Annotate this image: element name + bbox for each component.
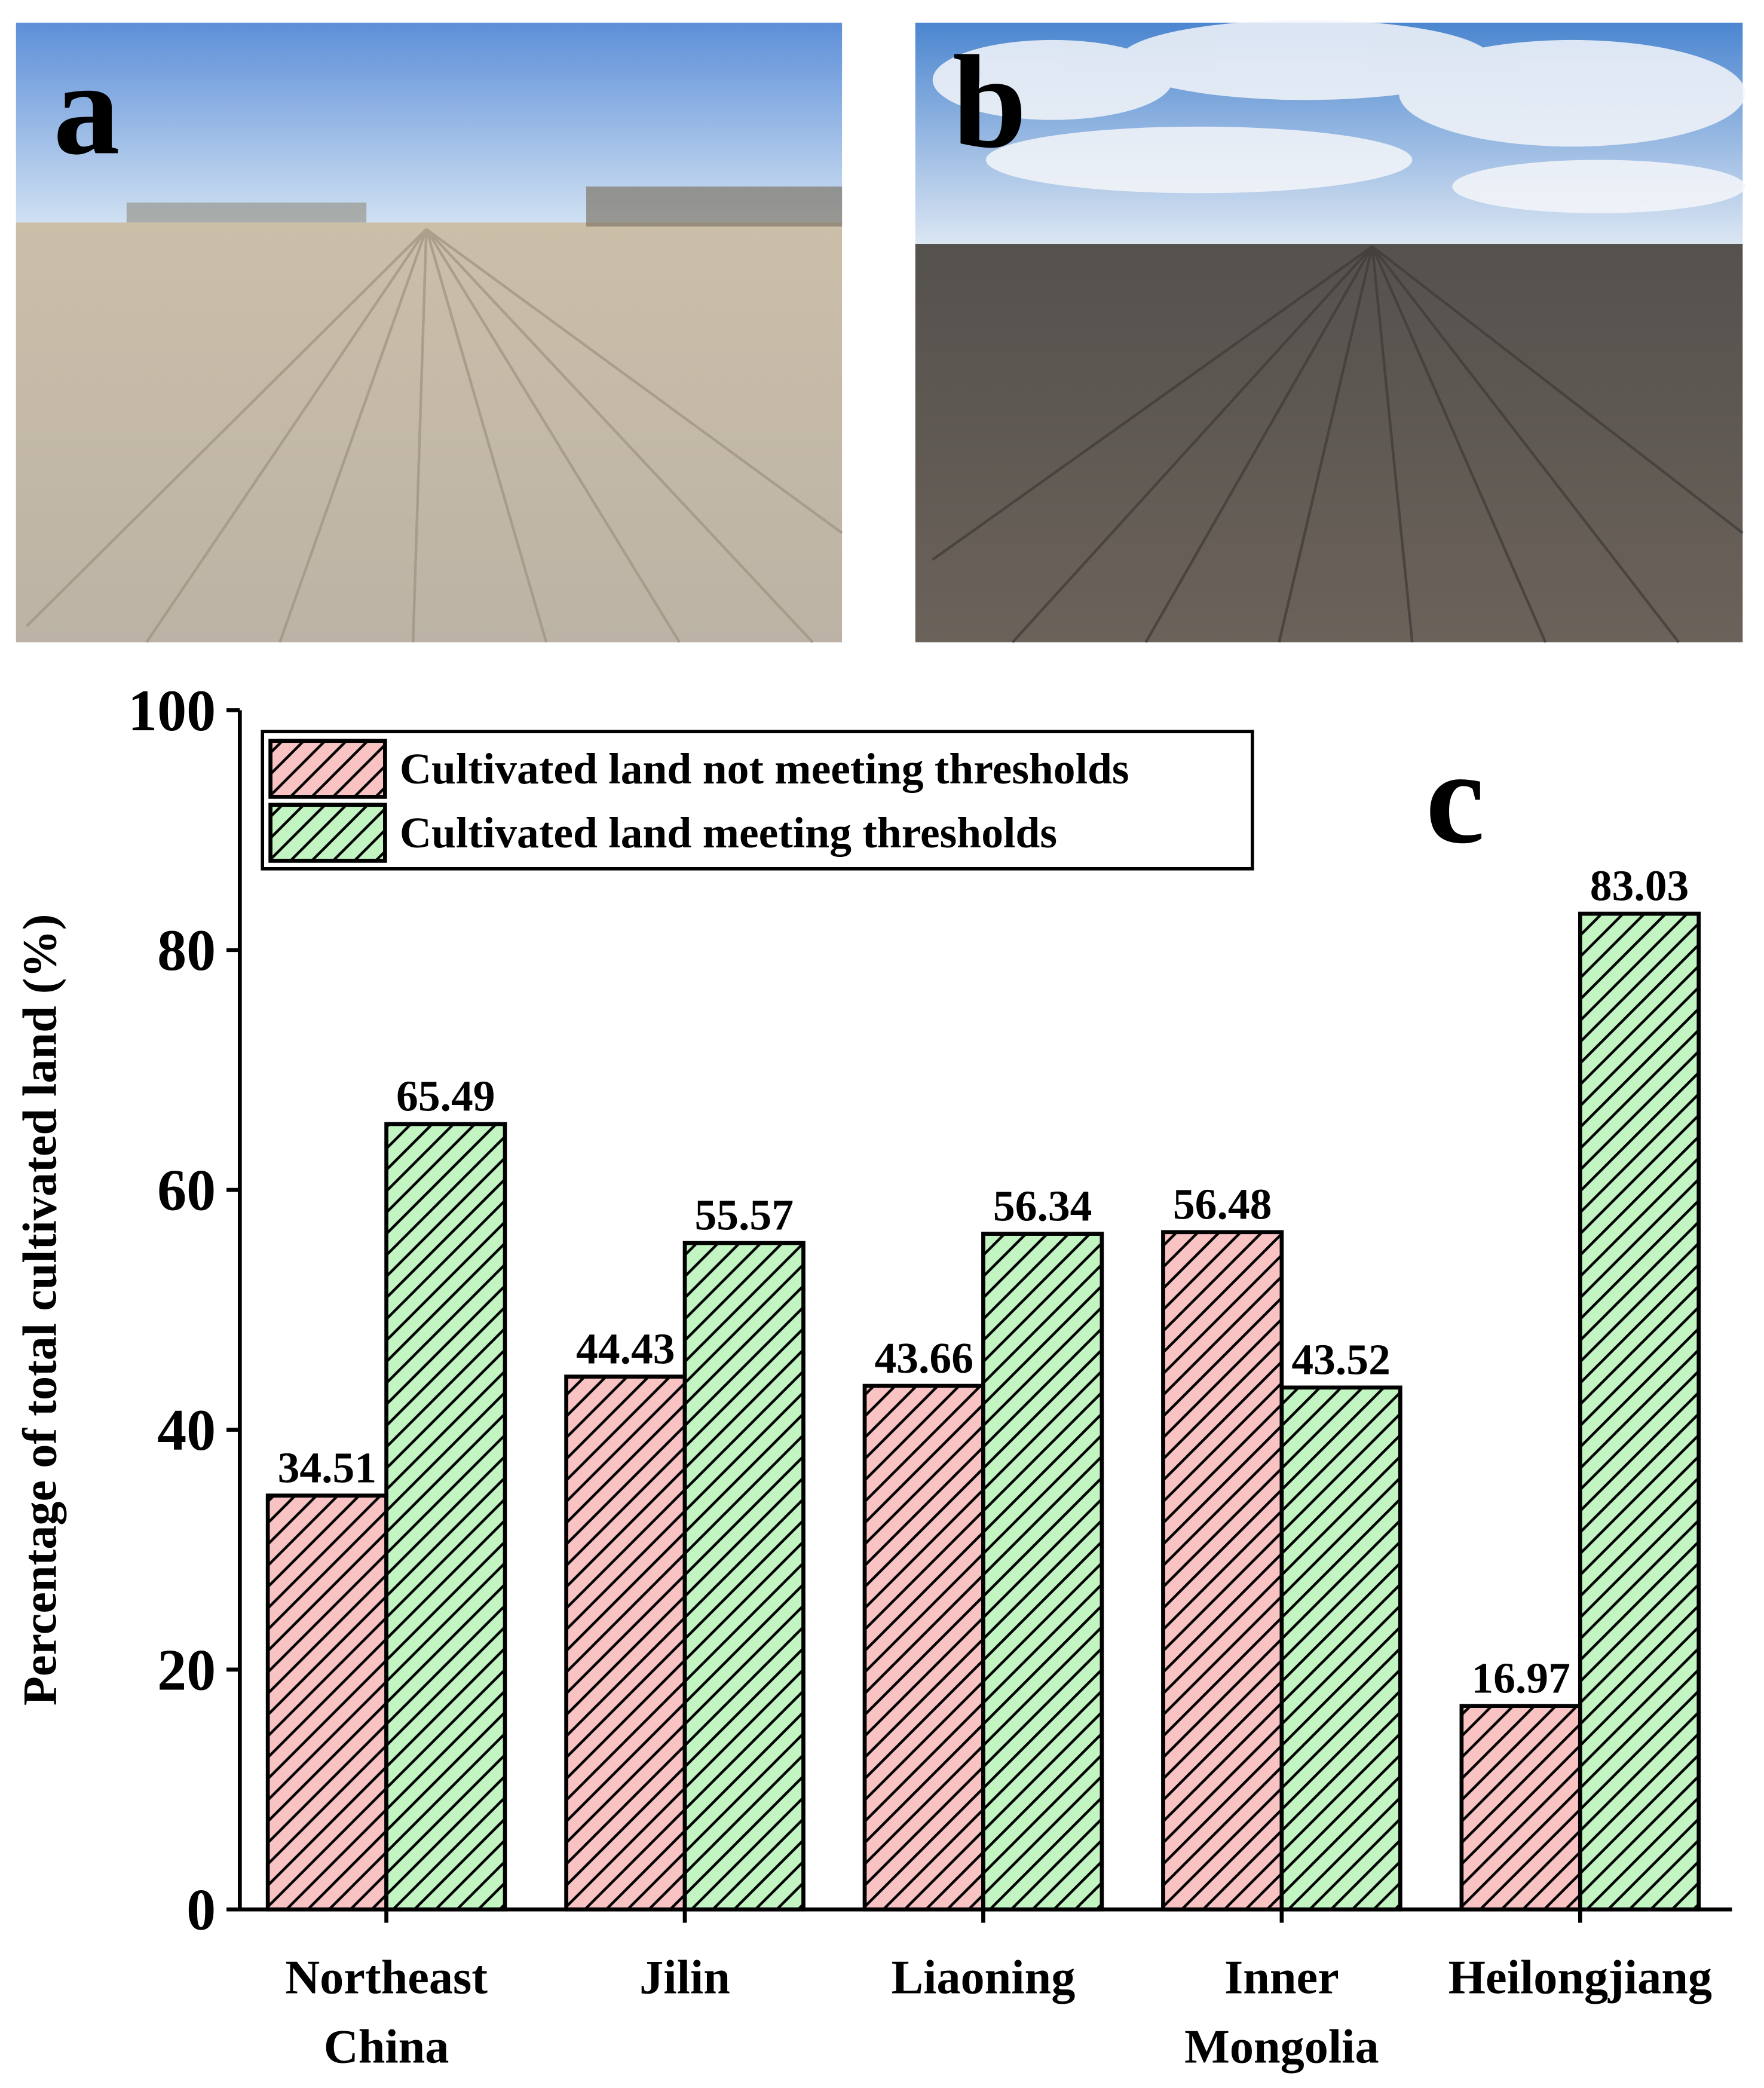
x-tick-label: Northeast China: [285, 1951, 488, 2074]
value-label: 43.66: [874, 1333, 973, 1382]
value-label: 16.97: [1471, 1653, 1570, 1702]
bar: [265, 1493, 388, 1912]
chart: c Percentage of total cultivated land (%…: [14, 679, 1732, 2074]
y-axis-label: Percentage of total cultivated land (%): [14, 914, 67, 1706]
bar: [1578, 911, 1701, 1912]
panel-label: c: [1426, 724, 1485, 871]
value-label: 83.03: [1590, 861, 1689, 910]
x-tick-label: Heilongjiang: [1448, 1951, 1712, 2004]
value-label: 65.49: [396, 1071, 495, 1120]
panel-label: b: [953, 28, 1027, 176]
y-tick-label: 40: [157, 1398, 216, 1463]
bar: [384, 1122, 507, 1912]
value-label: 44.43: [576, 1324, 675, 1373]
y-tick-label: 0: [186, 1878, 216, 1943]
y-tick-label: 80: [157, 919, 216, 983]
legend-label: Cultivated land meeting thresholds: [400, 808, 1057, 857]
legend-box: [261, 730, 1254, 871]
y-tick-label: 20: [157, 1638, 216, 1703]
bar: [682, 1241, 806, 1912]
bar: [1161, 1230, 1284, 1912]
photo-b: b: [915, 20, 1745, 644]
value-label: 56.48: [1173, 1179, 1272, 1228]
legend-swatch: [268, 803, 387, 863]
legend-swatch: [268, 739, 387, 799]
photo-a: a: [16, 22, 843, 644]
bar: [1279, 1385, 1402, 1912]
bar: [1459, 1704, 1582, 1912]
panel-label: a: [53, 35, 120, 182]
value-label: 43.52: [1291, 1335, 1391, 1384]
x-tick-label: Liaoning: [892, 1951, 1076, 2004]
bar: [981, 1232, 1104, 1912]
x-tick-label: Jilin: [639, 1951, 730, 2004]
x-tick-label: Inner Mongolia: [1184, 1951, 1379, 2074]
value-label: 34.51: [278, 1443, 377, 1492]
y-tick-label: 60: [157, 1159, 216, 1223]
legend-label: Cultivated land not meeting thresholds: [400, 744, 1129, 793]
y-tick-label: 100: [128, 679, 216, 743]
value-label: 56.34: [993, 1181, 1092, 1230]
bar: [564, 1374, 687, 1912]
value-label: 55.57: [694, 1190, 794, 1239]
bar: [862, 1383, 985, 1912]
